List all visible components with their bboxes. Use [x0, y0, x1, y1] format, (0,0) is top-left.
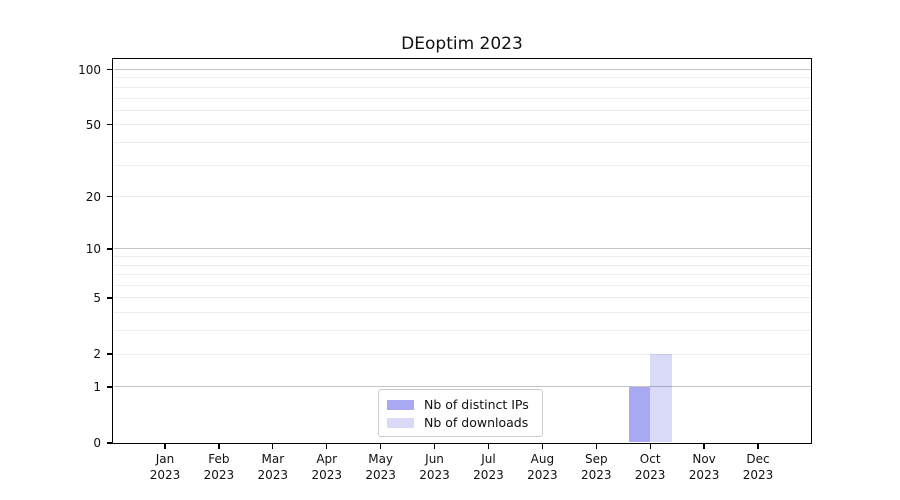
- legend-swatch-distinct-ips-icon: [387, 399, 414, 410]
- x-tick: [379, 444, 382, 449]
- plot-area: [112, 58, 812, 444]
- x-tick-month: Jan: [155, 452, 175, 466]
- x-tick-month: Apr: [316, 452, 338, 466]
- x-tick-label: Nov 2023: [676, 451, 732, 483]
- x-tick-label: Aug 2023: [514, 451, 570, 483]
- x-tick-month: Feb: [208, 452, 230, 466]
- x-tick-year: 2023: [688, 468, 720, 482]
- x-tick-label: Oct 2023: [622, 451, 678, 483]
- x-tick-month: Nov: [692, 452, 716, 466]
- x-tick: [487, 444, 490, 449]
- x-tick-month: Jul: [481, 452, 496, 466]
- y-tick-label: 5: [93, 290, 101, 305]
- x-tick: [595, 444, 597, 449]
- legend-item-downloads: Nb of downloads: [387, 414, 534, 431]
- legend-swatch-downloads-icon: [387, 417, 414, 428]
- x-tick-month: Mar: [261, 452, 285, 466]
- x-tick-year: 2023: [149, 468, 181, 482]
- x-tick-year: 2023: [473, 468, 504, 482]
- x-tick-month: Oct: [639, 452, 661, 466]
- x-tick: [757, 444, 759, 449]
- x-tick-year: 2023: [365, 468, 396, 482]
- x-tick-year: 2023: [527, 468, 558, 482]
- x-tick-year: 2023: [580, 468, 612, 482]
- x-tick-label: Sep 2023: [568, 451, 624, 483]
- x-tick-year: 2023: [742, 468, 774, 482]
- x-tick: [433, 444, 436, 449]
- x-tick-year: 2023: [311, 468, 342, 482]
- x-tick-year: 2023: [634, 468, 666, 482]
- y-tick-label: 2: [93, 347, 101, 362]
- legend: Nb of distinct IPs Nb of downloads: [378, 389, 543, 437]
- x-tick: [164, 444, 166, 449]
- x-tick: [218, 444, 220, 449]
- x-tick-year: 2023: [203, 468, 235, 482]
- x-tick-label: Mar 2023: [245, 451, 301, 483]
- y-tick-label: 100: [78, 62, 101, 77]
- x-tick: [703, 444, 705, 449]
- y-tick-label: 50: [85, 117, 101, 132]
- x-tick-label: Jun 2023: [407, 451, 463, 483]
- x-tick: [326, 444, 328, 449]
- x-tick-year: 2023: [257, 468, 289, 482]
- x-tick-label: Jan 2023: [137, 451, 193, 483]
- legend-label-downloads: Nb of downloads: [424, 415, 529, 430]
- legend-label-distinct-ips: Nb of distinct IPs: [424, 397, 529, 412]
- y-tick-label: 10: [85, 241, 101, 256]
- x-tick-label: Dec 2023: [730, 451, 786, 483]
- y-tick-label: 0: [93, 436, 101, 450]
- y-tick-label: 1: [93, 379, 101, 394]
- x-tick-month: Sep: [584, 452, 608, 466]
- x-tick-label: Jul 2023: [460, 451, 516, 483]
- legend-item-distinct-ips: Nb of distinct IPs: [387, 396, 534, 413]
- y-tick-label: 20: [85, 189, 101, 204]
- x-tick: [541, 444, 543, 449]
- x-tick: [649, 444, 651, 449]
- x-tick-year: 2023: [419, 468, 450, 482]
- x-tick-month: Aug: [530, 452, 555, 466]
- x-tick-label: Apr 2023: [299, 451, 355, 483]
- x-tick-label: May 2023: [353, 451, 409, 483]
- chart-title: DEoptim 2023: [401, 34, 523, 54]
- x-tick-month: Dec: [746, 452, 770, 466]
- x-tick-month: Jun: [425, 452, 444, 466]
- x-tick-label: Feb 2023: [191, 451, 247, 483]
- x-tick: [272, 444, 274, 449]
- x-tick-month: May: [368, 452, 394, 466]
